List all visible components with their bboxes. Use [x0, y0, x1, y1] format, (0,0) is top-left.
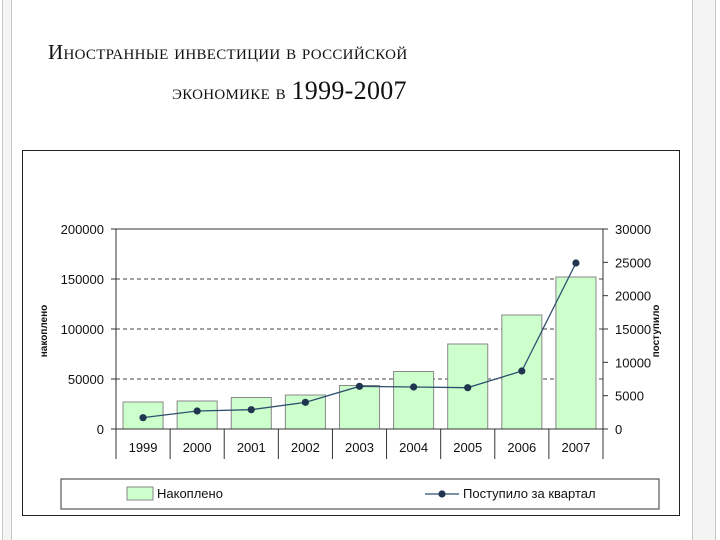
y-tick-label: 50000 [68, 372, 104, 387]
legend-label-line: Поступило за квартал [463, 486, 596, 501]
line-point [301, 398, 309, 406]
y2-tick-label: 25000 [615, 255, 651, 270]
legend-box [60, 478, 660, 510]
y-tick-label: 0 [97, 422, 104, 437]
y-tick-label: 200000 [61, 222, 104, 237]
legend-swatch-marker [438, 490, 446, 498]
line-point [572, 259, 580, 267]
title-line-2-text: экономике в [172, 80, 292, 104]
y2-tick-label: 15000 [615, 322, 651, 337]
y2-tick-label: 30000 [615, 222, 651, 237]
line-point [355, 382, 364, 390]
x-tick-label: 2002 [291, 440, 320, 455]
y2-tick-label: 5000 [615, 389, 644, 404]
x-tick-label: 2000 [183, 440, 212, 455]
y2-tick-label: 0 [615, 422, 622, 437]
x-tick-label: 2001 [237, 440, 266, 455]
chart-frame: 1999 2000 2001 2002 2003 2004 2005 2006 2007 2000… [22, 150, 680, 516]
x-tick-label: 1999 [129, 440, 158, 455]
slide-right-border [692, 0, 716, 540]
x-tick-label: 2004 [399, 440, 428, 455]
legend-swatch-bar [126, 486, 154, 501]
bar [393, 371, 435, 430]
x-tick-label: 2006 [507, 440, 536, 455]
title-line-1: Иностранные инвестиции в российской [48, 40, 408, 64]
y-tick-label: 150000 [61, 272, 104, 287]
bar [176, 400, 218, 430]
slide-left-border [2, 0, 12, 540]
line-point [139, 414, 147, 422]
x-tick-label: 2005 [453, 440, 482, 455]
bar [555, 276, 597, 430]
title-years: 1999-2007 [291, 76, 407, 105]
chart-svg: 1999 2000 2001 2002 2003 2004 2005 2006 2007 2000… [39, 222, 662, 510]
x-tick-label: 2007 [561, 440, 590, 455]
legend-label-bar: Накоплено [157, 486, 223, 501]
y2-tick-label: 20000 [615, 289, 651, 304]
y-tick-label: 100000 [61, 322, 104, 337]
line-point [518, 367, 526, 375]
y2-tick-label: 10000 [615, 355, 651, 370]
x-tick-label: 2003 [345, 440, 374, 455]
bar [338, 385, 381, 430]
y-axis-label: накоплено [39, 305, 50, 358]
y2-axis-label: поступило [651, 305, 662, 358]
line-point [193, 407, 201, 415]
line-point [247, 406, 255, 414]
line-point [410, 383, 418, 391]
title-line-2: экономике в 1999-2007 [172, 76, 407, 106]
line-point [464, 384, 472, 392]
